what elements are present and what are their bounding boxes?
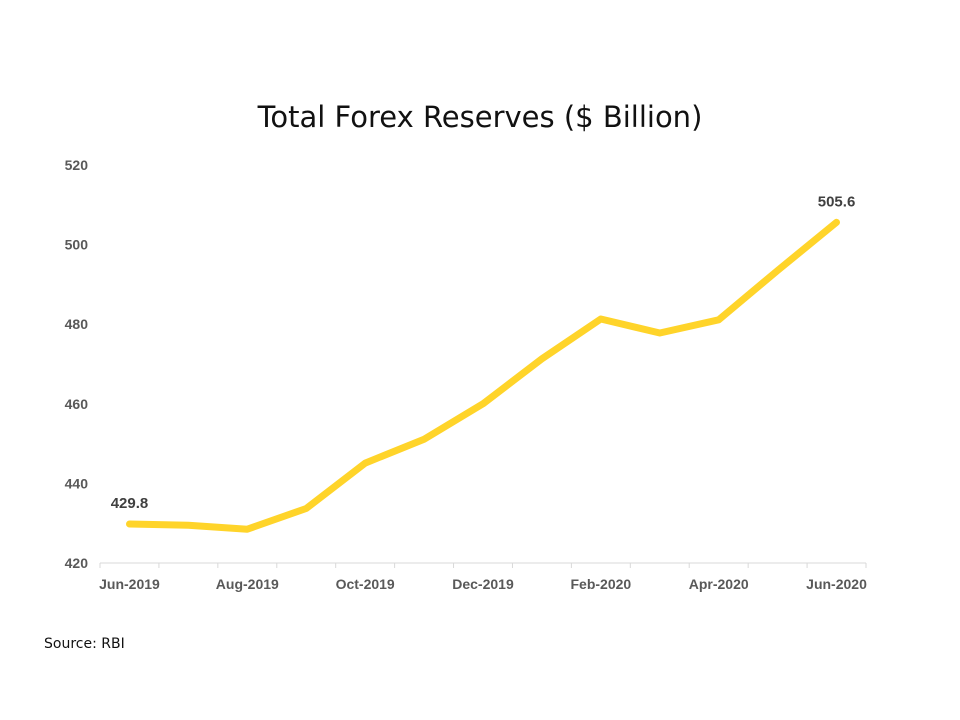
y-tick-label: 520 [65, 157, 89, 173]
x-tick-label: Apr-2020 [689, 576, 749, 592]
source-note: Source: RBI [44, 636, 125, 652]
x-tick-label: Aug-2019 [216, 576, 279, 592]
data-label: 429.8 [111, 495, 149, 512]
x-tick-label: Jun-2020 [806, 576, 867, 592]
x-tick-label: Oct-2019 [336, 576, 395, 592]
data-label: 505.6 [818, 193, 856, 210]
chart-title: Total Forex Reserves ($ Billion) [257, 100, 703, 134]
x-tick-label: Dec-2019 [452, 576, 514, 592]
y-tick-label: 440 [65, 475, 89, 491]
x-tick-label: Feb-2020 [570, 576, 631, 592]
x-tick-label: Jun-2019 [99, 576, 160, 592]
series-line [126, 218, 840, 533]
y-tick-label: 500 [65, 237, 89, 253]
y-tick-label: 460 [65, 396, 89, 412]
y-tick-label: 480 [65, 316, 89, 332]
y-tick-label: 420 [65, 555, 89, 571]
